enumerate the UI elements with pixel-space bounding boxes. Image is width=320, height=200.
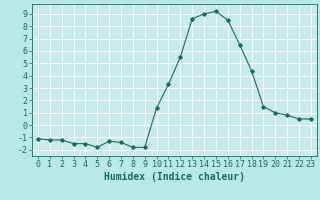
X-axis label: Humidex (Indice chaleur): Humidex (Indice chaleur) — [104, 172, 245, 182]
